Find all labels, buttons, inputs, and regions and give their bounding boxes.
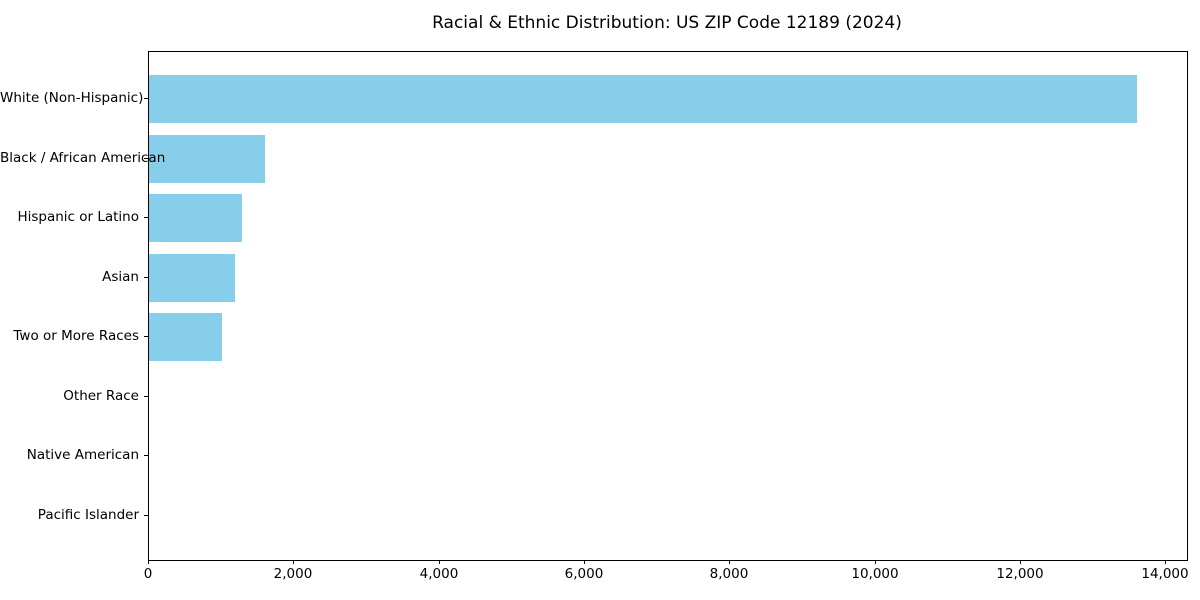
y-axis-tick (144, 455, 148, 456)
y-label-black-african-american: Black / African American (0, 150, 166, 166)
y-label-white-non-hispanic: White (Non-Hispanic) (0, 90, 144, 106)
x-axis-tick (1165, 560, 1166, 564)
plot-area (148, 51, 1188, 561)
y-axis-tick (144, 277, 148, 278)
chart-title: Racial & Ethnic Distribution: US ZIP Cod… (432, 13, 902, 33)
x-tick-label-12000: 12,000 (996, 566, 1044, 582)
y-label-hispanic-or-latino: Hispanic or Latino (17, 209, 139, 225)
y-axis-tick (144, 515, 148, 516)
y-label-native-american: Native American (26, 447, 139, 463)
bar-hispanic-or-latino (149, 194, 242, 242)
bar-white-non-hispanic (149, 75, 1137, 123)
y-axis-tick (144, 336, 148, 337)
y-label-pacific-islander: Pacific Islander (37, 507, 139, 523)
x-tick-label-8000: 8,000 (709, 566, 749, 582)
bar-two-or-more-races (149, 313, 222, 361)
y-label-asian: Asian (102, 269, 139, 285)
y-label-two-or-more-races: Two or More Races (13, 328, 139, 344)
y-label-other-race: Other Race (63, 388, 139, 404)
y-axis-tick (144, 217, 148, 218)
x-axis-tick (293, 560, 294, 564)
x-axis-tick (875, 560, 876, 564)
x-tick-label-0: 0 (143, 566, 153, 582)
x-tick-label-2000: 2,000 (273, 566, 313, 582)
x-axis-tick (1020, 560, 1021, 564)
y-axis-tick (144, 158, 148, 159)
x-axis-tick (584, 560, 585, 564)
bar-asian (149, 253, 235, 302)
y-axis-tick (144, 98, 148, 99)
y-axis-tick (144, 396, 148, 397)
x-tick-label-10000: 10,000 (851, 566, 899, 582)
x-tick-label-14000: 14,000 (1141, 566, 1189, 582)
bar-black-african-american (149, 134, 265, 183)
x-axis-tick (148, 560, 149, 564)
x-axis-tick (729, 560, 730, 564)
x-tick-label-6000: 6,000 (564, 566, 604, 582)
x-axis-tick (439, 560, 440, 564)
x-tick-label-4000: 4,000 (419, 566, 459, 582)
